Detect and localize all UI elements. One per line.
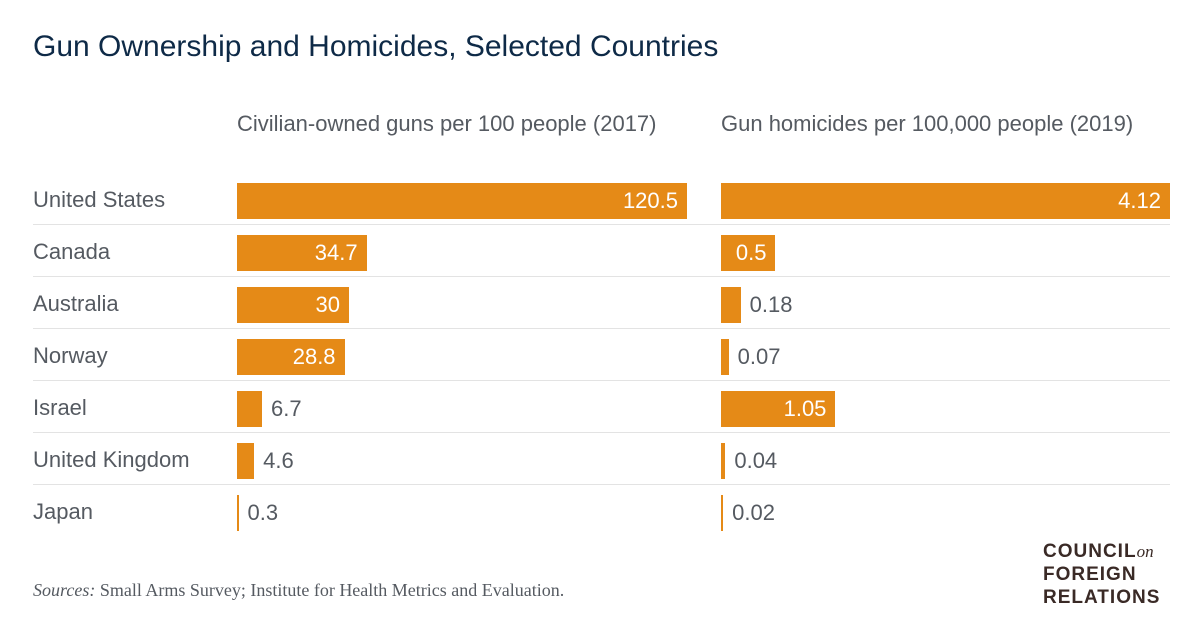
row-separator bbox=[33, 484, 1170, 485]
row-label: Canada bbox=[33, 239, 111, 264]
row-label: Norway bbox=[33, 343, 108, 368]
row-label: Japan bbox=[33, 499, 93, 524]
data-label: 6.7 bbox=[271, 396, 302, 421]
panel-title-guns: Civilian-owned guns per 100 people (2017… bbox=[237, 111, 657, 136]
row-label: United States bbox=[33, 187, 166, 212]
bar bbox=[721, 443, 726, 479]
bar bbox=[721, 339, 729, 375]
bar bbox=[721, 391, 836, 427]
data-label: 120.5 bbox=[622, 188, 678, 213]
data-label: 28.8 bbox=[292, 344, 336, 369]
data-label: 4.12 bbox=[1118, 188, 1161, 213]
data-label: 0.02 bbox=[732, 500, 775, 525]
bar bbox=[721, 495, 724, 531]
data-label: 34.7 bbox=[314, 240, 358, 265]
data-label: 0.04 bbox=[734, 448, 778, 473]
source-note: Sources: Small Arms Survey; Institute fo… bbox=[33, 580, 564, 601]
data-label: 0.07 bbox=[737, 344, 781, 369]
row-separator bbox=[33, 224, 1170, 225]
row-label: Israel bbox=[33, 395, 87, 420]
bar bbox=[721, 183, 1170, 219]
row-label: United Kingdom bbox=[33, 447, 190, 472]
bar bbox=[237, 235, 367, 271]
source-label: Sources: bbox=[33, 580, 96, 600]
bar bbox=[237, 287, 350, 323]
row-label: Australia bbox=[33, 291, 119, 316]
bar bbox=[237, 443, 255, 479]
bar bbox=[237, 495, 239, 531]
data-label: 1.05 bbox=[783, 396, 827, 421]
data-label: 30 bbox=[315, 292, 341, 317]
cfr-logo: COUNCILon FOREIGN RELATIONS bbox=[1043, 541, 1161, 608]
bar bbox=[237, 391, 263, 427]
row-separator bbox=[33, 276, 1170, 277]
chart-title: Gun Ownership and Homicides, Selected Co… bbox=[33, 30, 719, 63]
row-separator bbox=[33, 432, 1170, 433]
source-text: Small Arms Survey; Institute for Health … bbox=[95, 580, 565, 600]
bar bbox=[721, 235, 776, 271]
row-separator bbox=[33, 380, 1170, 381]
row-separator bbox=[33, 328, 1170, 329]
data-label: 4.6 bbox=[263, 448, 294, 473]
bar bbox=[721, 287, 741, 323]
data-label: 0.18 bbox=[749, 292, 793, 317]
data-label: 0.5 bbox=[735, 240, 767, 265]
bar bbox=[237, 183, 687, 219]
data-label: 0.3 bbox=[247, 500, 279, 525]
panel-title-homicides: Gun homicides per 100,000 people (2019) bbox=[721, 111, 1134, 136]
bar bbox=[237, 339, 345, 375]
